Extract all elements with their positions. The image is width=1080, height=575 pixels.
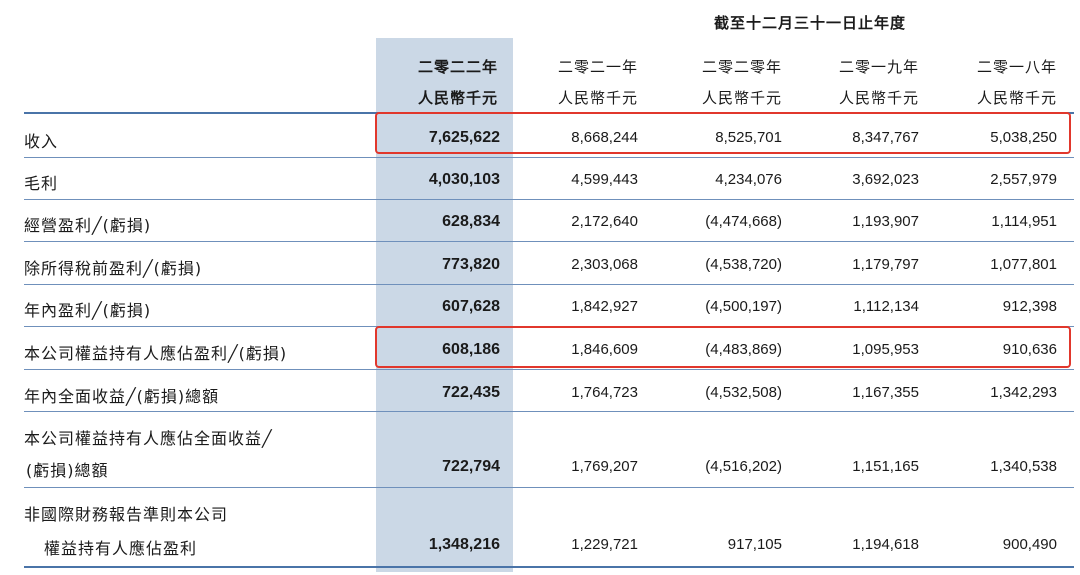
table-cell: 1,846,609 — [571, 341, 638, 358]
col-header-year: 二零二一年 — [557, 58, 638, 76]
col-header-unit: 人民幣千元 — [976, 89, 1057, 107]
col-header-year: 二零二零年 — [701, 58, 782, 76]
row-label: 年內全面收益╱(虧損)總額 — [24, 387, 220, 406]
col-header-unit: 人民幣千元 — [701, 89, 782, 107]
row-label: 本公司權益持有人應佔全面收益╱ — [24, 429, 273, 448]
table-cell: 1,229,721 — [571, 536, 638, 553]
table-cell: 1,194,618 — [852, 536, 919, 553]
table-cell: 7,625,622 — [428, 129, 500, 146]
col-header-year: 二零一九年 — [838, 58, 919, 76]
row-label-continued: (虧損)總額 — [26, 461, 109, 480]
period-heading: 截至十二月三十一日止年度 — [713, 14, 906, 32]
row-label: 除所得稅前盈利╱(虧損) — [24, 259, 203, 278]
row-rule — [24, 199, 1074, 200]
table-cell: 8,668,244 — [571, 129, 638, 146]
table-cell: 4,599,443 — [571, 171, 638, 188]
table-cell: 722,794 — [442, 458, 500, 475]
table-cell: 1,193,907 — [852, 213, 919, 230]
table-cell: (4,483,869) — [705, 341, 782, 358]
table-cell: 722,435 — [442, 384, 500, 401]
table-cell: 1,348,216 — [428, 536, 500, 553]
table-cell: 1,342,293 — [990, 384, 1057, 401]
col-header-year: 二零二二年 — [417, 58, 498, 76]
table-cell: 5,038,250 — [990, 129, 1057, 146]
highlight-box-attributable-profit — [375, 326, 1071, 368]
table-cell: 910,636 — [1002, 341, 1057, 358]
table-cell: 773,820 — [442, 256, 500, 273]
col-header-unit: 人民幣千元 — [557, 89, 638, 107]
col-header-unit: 人民幣千元 — [417, 89, 498, 107]
row-label: 本公司權益持有人應佔盈利╱(虧損) — [24, 344, 288, 363]
table-cell: 8,525,701 — [715, 129, 782, 146]
row-rule — [24, 487, 1074, 488]
table-cell: 1,764,723 — [571, 384, 638, 401]
row-label: 收入 — [24, 132, 59, 151]
table-cell: 900,490 — [1002, 536, 1057, 553]
row-rule — [24, 411, 1074, 412]
highlight-box-revenue — [375, 112, 1071, 154]
table-cell: 4,234,076 — [715, 171, 782, 188]
table-cell: 4,030,103 — [428, 171, 500, 188]
table-cell: 917,105 — [727, 536, 782, 553]
table-cell: 608,186 — [442, 341, 500, 358]
table-cell: 1,095,953 — [852, 341, 919, 358]
table-cell: 2,172,640 — [571, 213, 638, 230]
row-label: 毛利 — [24, 174, 59, 193]
table-cell: 2,303,068 — [571, 256, 638, 273]
row-label-continued: 權益持有人應佔盈利 — [44, 539, 198, 558]
row-rule — [24, 284, 1074, 285]
table-cell: 1,112,134 — [853, 298, 919, 315]
table-cell: 2,557,979 — [990, 171, 1057, 188]
row-label: 經營盈利╱(虧損) — [24, 216, 152, 235]
table-cell: 1,151,165 — [852, 458, 919, 475]
table-cell: 607,628 — [442, 298, 500, 315]
table-cell: 8,347,767 — [852, 129, 919, 146]
table-cell: 912,398 — [1002, 298, 1057, 315]
row-rule — [24, 369, 1074, 370]
table-cell: (4,538,720) — [705, 256, 782, 273]
table-cell: 1,340,538 — [990, 458, 1057, 475]
table-cell: (4,532,508) — [705, 384, 782, 401]
table-cell: 1,114,951 — [991, 213, 1057, 230]
current-year-highlight — [376, 38, 513, 572]
row-label: 年內盈利╱(虧損) — [24, 301, 152, 320]
table-cell: 1,167,355 — [852, 384, 919, 401]
table-cell: 1,769,207 — [571, 458, 638, 475]
table-cell: 1,179,797 — [852, 256, 919, 273]
table-cell: (4,516,202) — [705, 458, 782, 475]
col-header-unit: 人民幣千元 — [838, 89, 919, 107]
table-cell: 628,834 — [442, 213, 500, 230]
table-cell: 3,692,023 — [852, 171, 919, 188]
bottom-rule — [24, 566, 1074, 568]
row-rule — [24, 157, 1074, 158]
table-cell: (4,474,668) — [705, 213, 782, 230]
row-rule — [24, 241, 1074, 242]
col-header-year: 二零一八年 — [976, 58, 1057, 76]
row-label: 非國際財務報告準則本公司 — [24, 505, 229, 524]
table-cell: (4,500,197) — [705, 298, 782, 315]
table-cell: 1,842,927 — [571, 298, 638, 315]
table-cell: 1,077,801 — [990, 256, 1057, 273]
